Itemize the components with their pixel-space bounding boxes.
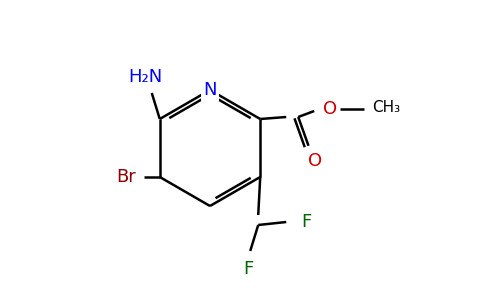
Text: Br: Br xyxy=(116,168,136,186)
Text: CH₃: CH₃ xyxy=(372,100,400,115)
Text: O: O xyxy=(308,152,322,170)
Text: H₂N: H₂N xyxy=(129,68,163,86)
Text: F: F xyxy=(301,213,311,231)
Text: N: N xyxy=(203,81,217,99)
Text: O: O xyxy=(323,100,337,118)
Text: F: F xyxy=(243,260,253,278)
